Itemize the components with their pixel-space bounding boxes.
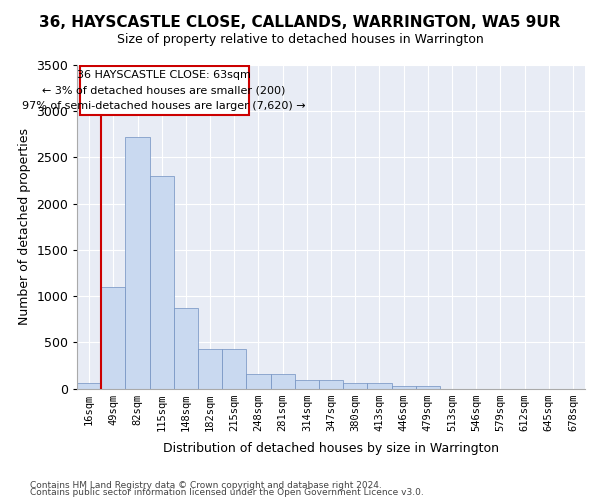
Bar	[77, 383, 101, 388]
Bar	[247, 374, 271, 388]
Bar	[319, 380, 343, 388]
Bar	[125, 137, 149, 388]
Bar	[392, 386, 416, 388]
X-axis label: Distribution of detached houses by size in Warrington: Distribution of detached houses by size …	[163, 442, 499, 455]
Bar	[416, 386, 440, 388]
Text: Contains HM Land Registry data © Crown copyright and database right 2024.: Contains HM Land Registry data © Crown c…	[30, 480, 382, 490]
Bar	[198, 349, 222, 389]
Bar	[367, 384, 392, 388]
Text: Size of property relative to detached houses in Warrington: Size of property relative to detached ho…	[116, 32, 484, 46]
Bar	[174, 308, 198, 388]
Bar	[295, 380, 319, 388]
Text: 36, HAYSCASTLE CLOSE, CALLANDS, WARRINGTON, WA5 9UR: 36, HAYSCASTLE CLOSE, CALLANDS, WARRINGT…	[39, 15, 561, 30]
Y-axis label: Number of detached properties: Number of detached properties	[17, 128, 31, 326]
FancyBboxPatch shape	[80, 66, 249, 115]
Bar	[101, 287, 125, 388]
Bar	[271, 374, 295, 388]
Bar	[149, 176, 174, 388]
Text: Contains public sector information licensed under the Open Government Licence v3: Contains public sector information licen…	[30, 488, 424, 497]
Bar	[222, 349, 247, 389]
Text: 36 HAYSCASTLE CLOSE: 63sqm
← 3% of detached houses are smaller (200)
97% of semi: 36 HAYSCASTLE CLOSE: 63sqm ← 3% of detac…	[22, 70, 306, 111]
Bar	[343, 384, 367, 388]
